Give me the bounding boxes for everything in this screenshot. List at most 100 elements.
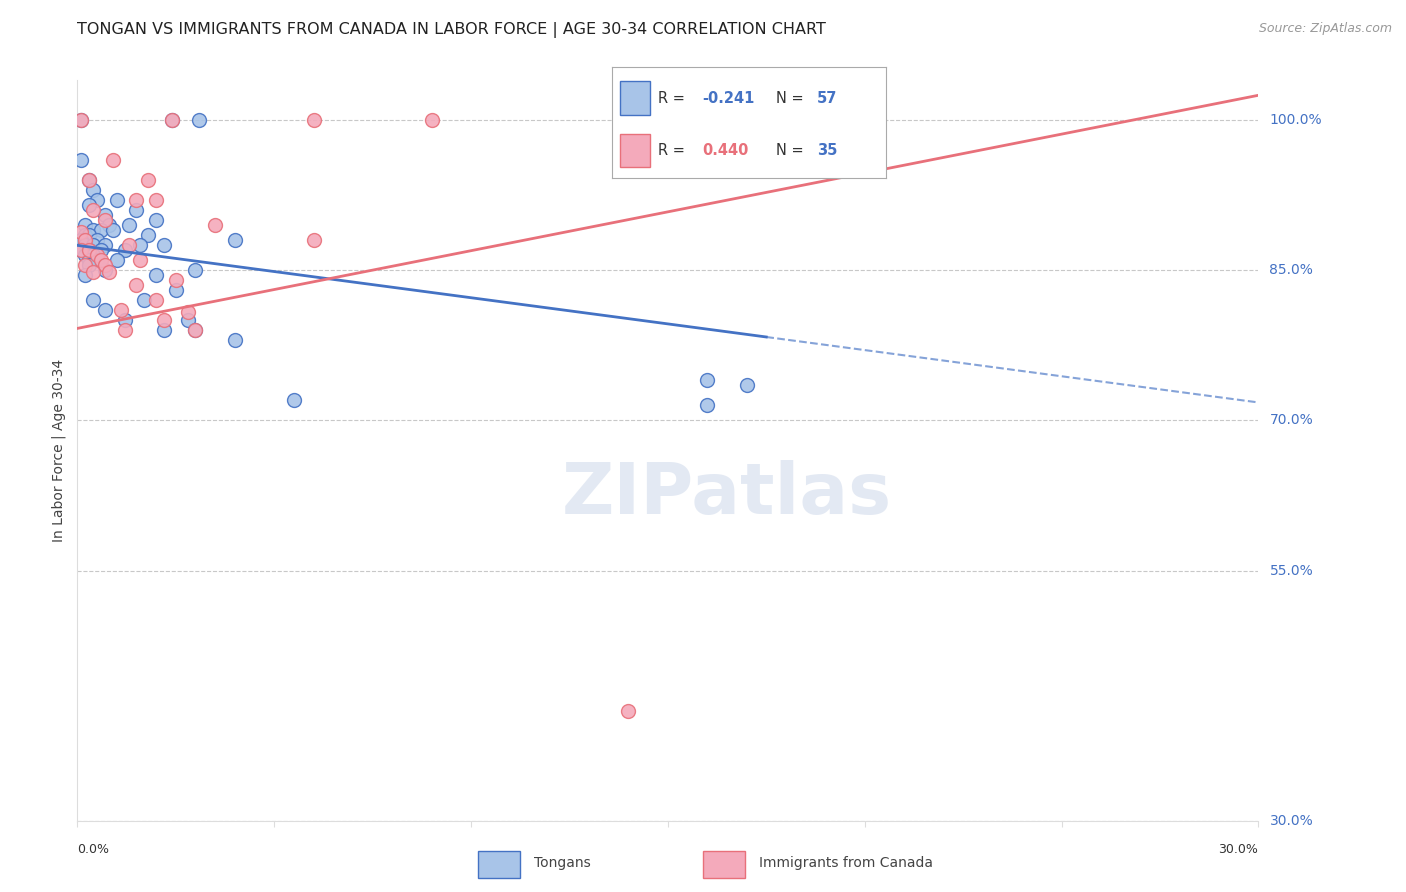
Point <box>129 238 152 252</box>
Point <box>75 219 97 233</box>
Point <box>145 293 167 308</box>
Point <box>188 113 211 128</box>
Point <box>90 223 112 237</box>
Point <box>153 313 176 327</box>
Text: Tongans: Tongans <box>534 856 591 870</box>
FancyBboxPatch shape <box>620 81 650 115</box>
Point <box>75 259 97 273</box>
Point <box>75 228 97 243</box>
Point <box>101 223 124 237</box>
Point <box>94 303 117 318</box>
Point <box>82 223 104 237</box>
Point <box>70 244 93 258</box>
Point <box>696 113 718 128</box>
Point <box>97 219 120 233</box>
Text: 85.0%: 85.0% <box>1270 263 1313 277</box>
Text: 0.440: 0.440 <box>702 143 748 158</box>
Point <box>82 293 104 308</box>
Point <box>160 113 183 128</box>
Point <box>75 248 97 262</box>
Point <box>617 704 640 718</box>
Text: Immigrants from Canada: Immigrants from Canada <box>759 856 934 870</box>
Point <box>101 153 124 168</box>
Text: TONGAN VS IMMIGRANTS FROM CANADA IN LABOR FORCE | AGE 30-34 CORRELATION CHART: TONGAN VS IMMIGRANTS FROM CANADA IN LABO… <box>77 22 827 38</box>
Point <box>302 233 325 247</box>
Point <box>696 399 718 413</box>
Point <box>90 253 112 268</box>
FancyBboxPatch shape <box>703 851 745 878</box>
Point <box>86 253 108 268</box>
Point <box>86 233 108 247</box>
Text: 30.0%: 30.0% <box>1219 843 1258 855</box>
Point <box>283 393 305 408</box>
Point <box>153 323 176 337</box>
Point <box>70 225 93 239</box>
Point <box>145 268 167 283</box>
Point <box>160 113 183 128</box>
Point <box>136 173 159 187</box>
Point <box>696 373 718 387</box>
Point <box>77 259 100 273</box>
FancyBboxPatch shape <box>620 134 650 168</box>
Text: 35: 35 <box>817 143 838 158</box>
Point <box>420 113 443 128</box>
Point <box>77 244 100 258</box>
Point <box>117 238 139 252</box>
Text: 100.0%: 100.0% <box>1270 113 1322 128</box>
Text: R =: R = <box>658 91 685 105</box>
Point <box>117 219 139 233</box>
Point <box>70 233 93 247</box>
Point <box>204 219 226 233</box>
FancyBboxPatch shape <box>478 851 520 878</box>
Point <box>70 153 93 168</box>
Point <box>125 203 148 218</box>
Text: 0.0%: 0.0% <box>77 843 110 855</box>
Point <box>82 183 104 197</box>
Point <box>110 303 132 318</box>
Point <box>75 238 97 252</box>
Point <box>82 265 104 279</box>
Point <box>125 278 148 293</box>
Point <box>134 293 156 308</box>
Point <box>90 244 112 258</box>
Point <box>114 313 136 327</box>
Point <box>94 259 117 273</box>
Text: R =: R = <box>658 143 685 158</box>
Point <box>97 265 120 279</box>
Point <box>176 305 198 319</box>
Text: N =: N = <box>776 91 804 105</box>
Point <box>184 263 207 277</box>
Text: ZIPatlas: ZIPatlas <box>562 460 891 529</box>
Point <box>77 173 100 187</box>
Point <box>75 268 97 283</box>
Point <box>77 198 100 212</box>
Text: 70.0%: 70.0% <box>1270 414 1313 427</box>
Point <box>82 238 104 252</box>
Point <box>145 194 167 208</box>
Point <box>184 323 207 337</box>
Point <box>224 233 246 247</box>
Point <box>735 378 758 392</box>
Point <box>114 244 136 258</box>
Point <box>82 203 104 218</box>
Point <box>94 213 117 227</box>
Point <box>176 313 198 327</box>
Point <box>105 253 128 268</box>
Point <box>153 238 176 252</box>
Point <box>86 248 108 262</box>
Point <box>77 253 100 268</box>
Point <box>94 238 117 252</box>
Point <box>70 113 93 128</box>
Point <box>70 113 93 128</box>
Point <box>302 113 325 128</box>
Point <box>165 284 187 298</box>
Text: 30.0%: 30.0% <box>1270 814 1313 828</box>
Y-axis label: In Labor Force | Age 30-34: In Labor Force | Age 30-34 <box>52 359 66 542</box>
Point <box>82 248 104 262</box>
Point <box>75 233 97 247</box>
Point <box>77 244 100 258</box>
Point <box>94 263 117 277</box>
Point <box>145 213 167 227</box>
Text: N =: N = <box>776 143 804 158</box>
Point <box>70 244 93 258</box>
